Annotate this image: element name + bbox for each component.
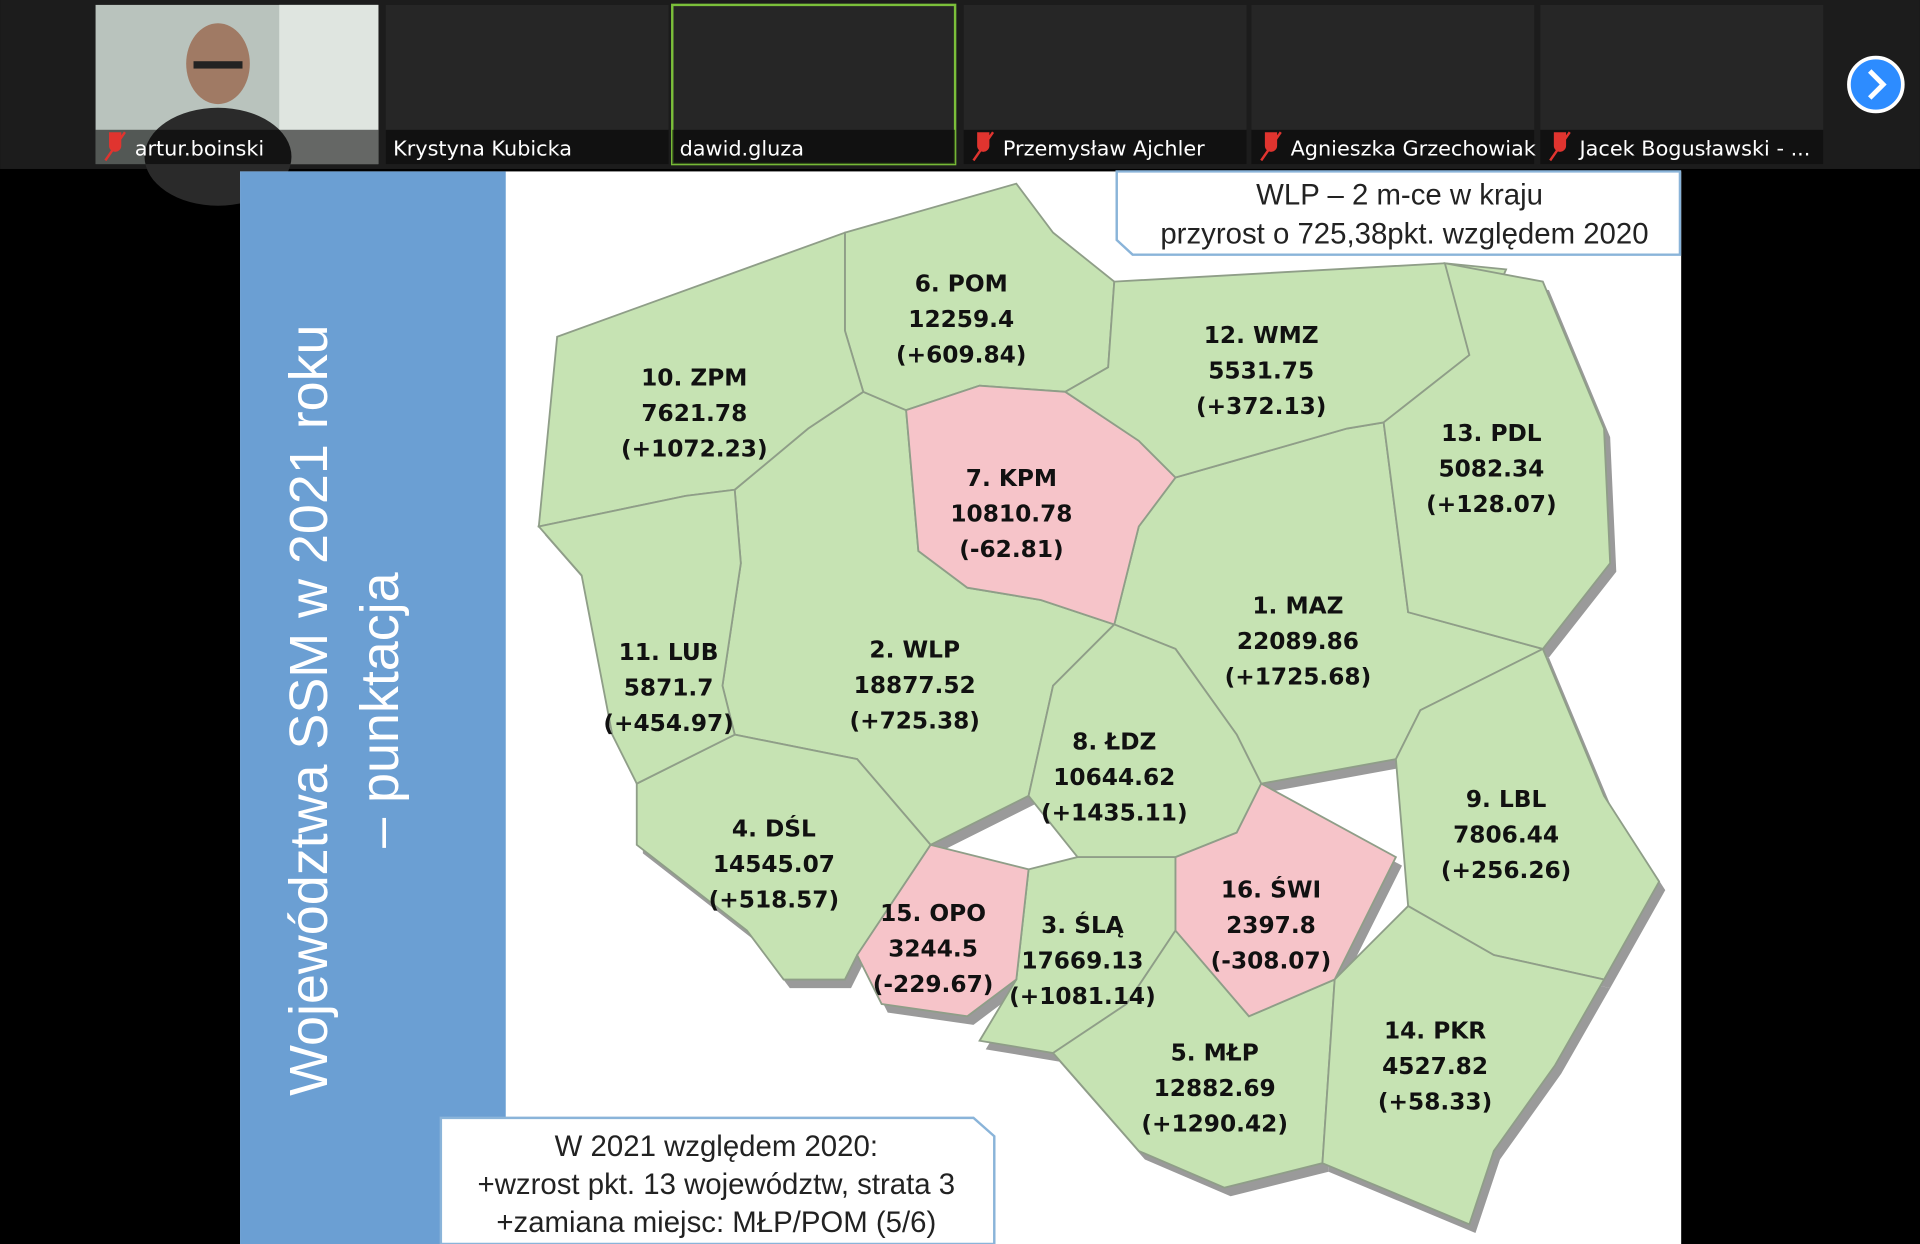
region-change: (-308.07) (1211, 948, 1332, 975)
region-change: (+372.13) (1196, 393, 1326, 420)
region-change: (+256.26) (1441, 857, 1571, 884)
region (1321, 904, 1606, 1226)
region-change: (+58.33) (1378, 1088, 1492, 1115)
bottom-callout (439, 1116, 996, 1244)
region (1382, 262, 1612, 650)
participant-name: Agnieszka Grzechowiak (1291, 137, 1536, 161)
top-note-line: przyrost o 725,38pkt. względem 2020 (1160, 218, 1648, 251)
region-label: 12. WMZ (1204, 322, 1319, 349)
title-band (240, 171, 506, 1244)
region-change: (+725.38) (849, 708, 979, 735)
region (1063, 262, 1508, 479)
name-label-bg (1251, 129, 1535, 165)
top-callout (1115, 170, 1682, 256)
region (905, 384, 1177, 626)
region-label: 8. ŁDZ (1072, 728, 1156, 755)
bottom-note-line: W 2021 względem 2020: (555, 1130, 878, 1163)
region-label: 1. MAZ (1252, 592, 1343, 619)
next-page-button[interactable] (1847, 55, 1905, 114)
region-label: 5. MŁP (1171, 1039, 1259, 1066)
bottom-note-line: +zamiana miejsc: MŁP/POM (5/6) (496, 1206, 936, 1239)
region-label: 11. LUB (619, 639, 719, 666)
name-label-bg (385, 129, 669, 165)
participant-name: artur.boinski (135, 137, 264, 161)
region-label: 7. KPM (966, 465, 1057, 492)
participant-name: dawid.gluza (680, 137, 804, 161)
muted-icon (972, 131, 995, 162)
region-value: 10810.78 (950, 501, 1072, 528)
muted-icon (1260, 131, 1282, 162)
region-value: 17669.13 (1021, 948, 1143, 975)
region-label: 15. OPO (880, 900, 986, 927)
region (635, 733, 932, 981)
region (537, 488, 742, 785)
region-change: (-62.81) (959, 536, 1063, 563)
glasses (193, 61, 243, 69)
region-change: (-229.67) (873, 971, 994, 998)
region-value: 5531.75 (1208, 357, 1314, 384)
muted-icon (104, 131, 126, 162)
chevron-icon (1868, 69, 1887, 100)
region-value: 2397.8 (1226, 912, 1316, 939)
region-value: 3244.5 (888, 935, 978, 962)
region-value: 5871.7 (624, 674, 714, 701)
region-label: 14. PKR (1384, 1017, 1486, 1044)
region-label: 13. PDL (1441, 420, 1542, 447)
name-label-bg (963, 129, 1247, 165)
region-change: (+609.84) (896, 341, 1026, 368)
region-value: 7806.44 (1453, 821, 1559, 848)
region-value: 10644.62 (1053, 764, 1175, 791)
slide-subtitle: – punktacja (350, 572, 410, 848)
region-label: 10. ZPM (641, 365, 747, 392)
participant-name: Krystyna Kubicka (393, 137, 572, 161)
name-label-bg (95, 129, 379, 165)
region-label: 4. DŚL (732, 814, 816, 842)
name-label-bg (1540, 129, 1824, 165)
region-change: (+1435.11) (1041, 799, 1188, 826)
region-value: 18877.52 (854, 672, 976, 699)
map: 1. MAZ 22089.86 (+1725.68) 2. WLP 18877.52 (+… (537, 182, 1666, 1233)
region-value: 12259.4 (908, 306, 1014, 333)
region (856, 843, 1030, 1018)
region-change: (+128.07) (1426, 491, 1556, 518)
region-value: 22089.86 (1237, 628, 1359, 655)
region (1174, 782, 1398, 1018)
region-label: 6. POM (915, 270, 1008, 297)
slide-title: Województwa SSM w 2021 roku (279, 324, 339, 1095)
region-value: 7621.78 (641, 400, 747, 427)
region-label: 2. WLP (869, 637, 960, 664)
region-label: 9. LBL (1466, 786, 1547, 813)
top-note-line: WLP – 2 m-ce w kraju (1256, 178, 1543, 211)
region-change: (+518.57) (709, 886, 839, 913)
region-change: (+454.97) (603, 710, 733, 737)
participant-name: Przemysław Ajchler (1003, 137, 1205, 161)
region-change: (+1081.14) (1009, 983, 1156, 1010)
region-label: 16. ŚWI (1221, 875, 1321, 903)
muted-icon (1549, 131, 1571, 162)
bottom-note-line: +wzrost pkt. 13 województw, strata 3 (478, 1168, 956, 1201)
region-change: (+1072.23) (621, 436, 768, 463)
region-value: 4527.82 (1382, 1053, 1488, 1080)
region-value: 5082.34 (1438, 455, 1544, 482)
region-label: 3. ŚLĄ (1041, 911, 1124, 939)
participant-name: Jacek Bogusławski - ... (1578, 137, 1811, 161)
region-change: (+1290.42) (1141, 1110, 1288, 1137)
name-label-bg (672, 129, 956, 165)
region-value: 14545.07 (713, 851, 835, 878)
region-change: (+1725.68) (1225, 663, 1372, 690)
region-value: 12882.69 (1154, 1075, 1276, 1102)
